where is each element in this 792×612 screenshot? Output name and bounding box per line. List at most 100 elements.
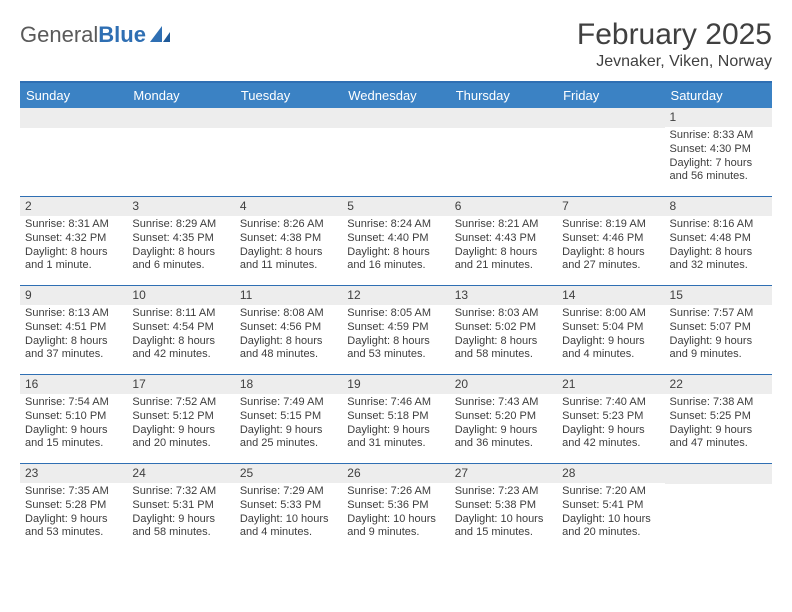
day-line: Sunset: 4:59 PM (347, 321, 444, 335)
day-line: Sunrise: 8:05 AM (347, 307, 444, 321)
day-cell-empty (342, 108, 449, 196)
day-number: 16 (20, 375, 127, 394)
day-cell: 14Sunrise: 8:00 AMSunset: 5:04 PMDayligh… (557, 286, 664, 374)
day-line: and 15 minutes. (455, 526, 552, 540)
day-line: Sunrise: 8:08 AM (240, 307, 337, 321)
day-line: Daylight: 9 hours (25, 424, 122, 438)
day-cell: 3Sunrise: 8:29 AMSunset: 4:35 PMDaylight… (127, 197, 234, 285)
day-body: Sunrise: 8:29 AMSunset: 4:35 PMDaylight:… (127, 216, 234, 277)
day-line: Sunrise: 7:29 AM (240, 485, 337, 499)
day-cell: 22Sunrise: 7:38 AMSunset: 5:25 PMDayligh… (665, 375, 772, 463)
day-line: Sunset: 4:43 PM (455, 232, 552, 246)
day-line: Daylight: 9 hours (347, 424, 444, 438)
day-body: Sunrise: 8:03 AMSunset: 5:02 PMDaylight:… (450, 305, 557, 366)
day-number: 19 (342, 375, 449, 394)
day-cell: 9Sunrise: 8:13 AMSunset: 4:51 PMDaylight… (20, 286, 127, 374)
day-number (450, 108, 557, 128)
day-line: and 11 minutes. (240, 259, 337, 273)
day-line: Sunset: 5:36 PM (347, 499, 444, 513)
day-body: Sunrise: 8:21 AMSunset: 4:43 PMDaylight:… (450, 216, 557, 277)
day-cell: 16Sunrise: 7:54 AMSunset: 5:10 PMDayligh… (20, 375, 127, 463)
dow-thursday: Thursday (450, 83, 557, 108)
day-cell: 20Sunrise: 7:43 AMSunset: 5:20 PMDayligh… (450, 375, 557, 463)
day-line: and 15 minutes. (25, 437, 122, 451)
day-number (665, 464, 772, 484)
day-line: Daylight: 9 hours (240, 424, 337, 438)
day-line: Sunset: 4:56 PM (240, 321, 337, 335)
day-line: Daylight: 8 hours (562, 246, 659, 260)
day-body: Sunrise: 7:43 AMSunset: 5:20 PMDaylight:… (450, 394, 557, 455)
week-row: 16Sunrise: 7:54 AMSunset: 5:10 PMDayligh… (20, 375, 772, 464)
day-number: 26 (342, 464, 449, 483)
day-cell-empty (20, 108, 127, 196)
day-line: Daylight: 8 hours (240, 246, 337, 260)
day-number: 3 (127, 197, 234, 216)
day-number: 18 (235, 375, 342, 394)
logo-word1: General (20, 24, 98, 46)
day-line: Sunrise: 8:29 AM (132, 218, 229, 232)
dow-friday: Friday (557, 83, 664, 108)
day-number: 7 (557, 197, 664, 216)
day-cell-empty (127, 108, 234, 196)
day-body: Sunrise: 7:20 AMSunset: 5:41 PMDaylight:… (557, 483, 664, 544)
day-line: Sunrise: 8:19 AM (562, 218, 659, 232)
day-number: 12 (342, 286, 449, 305)
day-cell: 13Sunrise: 8:03 AMSunset: 5:02 PMDayligh… (450, 286, 557, 374)
day-number: 17 (127, 375, 234, 394)
day-line: Sunset: 5:10 PM (25, 410, 122, 424)
day-cell-empty (557, 108, 664, 196)
day-number: 11 (235, 286, 342, 305)
day-line: Sunrise: 8:16 AM (670, 218, 767, 232)
day-line: and 6 minutes. (132, 259, 229, 273)
day-line: Sunrise: 8:03 AM (455, 307, 552, 321)
page-title: February 2025 (577, 18, 772, 51)
day-number: 9 (20, 286, 127, 305)
location-subtitle: Jevnaker, Viken, Norway (577, 53, 772, 71)
day-line: Sunrise: 7:52 AM (132, 396, 229, 410)
day-line: and 36 minutes. (455, 437, 552, 451)
day-line: and 42 minutes. (132, 348, 229, 362)
day-line: Sunset: 4:54 PM (132, 321, 229, 335)
day-number: 27 (450, 464, 557, 483)
day-line: Sunrise: 7:20 AM (562, 485, 659, 499)
day-body: Sunrise: 7:54 AMSunset: 5:10 PMDaylight:… (20, 394, 127, 455)
day-line: Sunset: 4:35 PM (132, 232, 229, 246)
day-body: Sunrise: 7:49 AMSunset: 5:15 PMDaylight:… (235, 394, 342, 455)
day-body: Sunrise: 8:05 AMSunset: 4:59 PMDaylight:… (342, 305, 449, 366)
day-line: Sunrise: 7:46 AM (347, 396, 444, 410)
week-row: 9Sunrise: 8:13 AMSunset: 4:51 PMDaylight… (20, 286, 772, 375)
day-line: and 58 minutes. (132, 526, 229, 540)
day-body: Sunrise: 8:31 AMSunset: 4:32 PMDaylight:… (20, 216, 127, 277)
day-line: Sunset: 5:07 PM (670, 321, 767, 335)
day-line: Sunrise: 7:35 AM (25, 485, 122, 499)
day-number (127, 108, 234, 128)
day-number: 15 (665, 286, 772, 305)
day-line: Daylight: 9 hours (25, 513, 122, 527)
day-line: Daylight: 8 hours (347, 246, 444, 260)
day-line: Sunrise: 7:26 AM (347, 485, 444, 499)
day-body: Sunrise: 7:40 AMSunset: 5:23 PMDaylight:… (557, 394, 664, 455)
day-line: Sunrise: 7:38 AM (670, 396, 767, 410)
day-cell: 21Sunrise: 7:40 AMSunset: 5:23 PMDayligh… (557, 375, 664, 463)
day-body (665, 484, 772, 490)
day-body: Sunrise: 8:11 AMSunset: 4:54 PMDaylight:… (127, 305, 234, 366)
day-line: Sunrise: 7:54 AM (25, 396, 122, 410)
day-cell: 7Sunrise: 8:19 AMSunset: 4:46 PMDaylight… (557, 197, 664, 285)
day-cell: 19Sunrise: 7:46 AMSunset: 5:18 PMDayligh… (342, 375, 449, 463)
day-line: Sunrise: 8:33 AM (670, 129, 767, 143)
day-cell: 5Sunrise: 8:24 AMSunset: 4:40 PMDaylight… (342, 197, 449, 285)
day-number: 22 (665, 375, 772, 394)
day-line: Sunset: 5:23 PM (562, 410, 659, 424)
day-body: Sunrise: 7:26 AMSunset: 5:36 PMDaylight:… (342, 483, 449, 544)
day-line: Sunset: 5:02 PM (455, 321, 552, 335)
dow-tuesday: Tuesday (235, 83, 342, 108)
day-line: Daylight: 8 hours (455, 246, 552, 260)
day-body: Sunrise: 7:46 AMSunset: 5:18 PMDaylight:… (342, 394, 449, 455)
day-line: Sunrise: 8:26 AM (240, 218, 337, 232)
day-line: Sunrise: 8:21 AM (455, 218, 552, 232)
day-number: 23 (20, 464, 127, 483)
day-line: Daylight: 8 hours (25, 335, 122, 349)
day-line: Sunset: 4:38 PM (240, 232, 337, 246)
day-line: and 21 minutes. (455, 259, 552, 273)
day-body: Sunrise: 8:24 AMSunset: 4:40 PMDaylight:… (342, 216, 449, 277)
